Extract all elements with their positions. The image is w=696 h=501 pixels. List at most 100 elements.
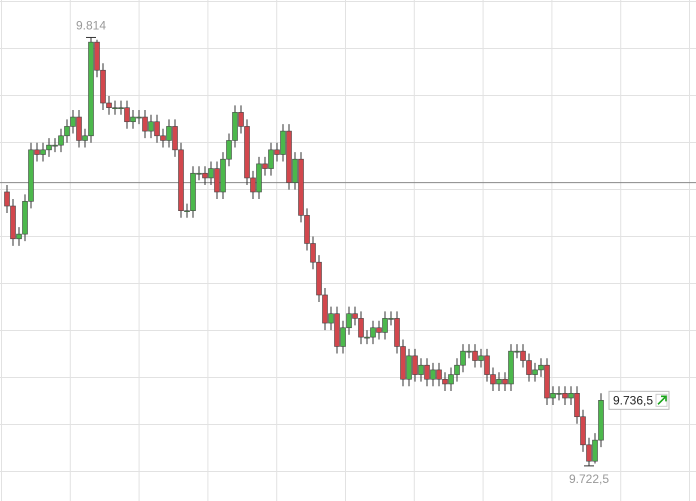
candle-body (586, 444, 592, 462)
candle-body (592, 439, 598, 462)
candle-body (268, 149, 274, 169)
candle-body (328, 313, 334, 324)
candle-body (76, 116, 82, 141)
candle-body (484, 355, 490, 375)
candle-body (454, 364, 460, 375)
candle-body (382, 318, 388, 333)
candle-body (406, 355, 412, 380)
low-label: 9.722,5 (569, 472, 609, 486)
candle-body (496, 378, 502, 385)
last-price-box (608, 390, 670, 410)
candle-body (196, 172, 202, 175)
candle-body (418, 364, 424, 375)
candle-body (286, 130, 292, 183)
candle-body (220, 158, 226, 193)
candle-body (100, 69, 106, 104)
trend-arrow (657, 395, 667, 405)
candle-body (310, 243, 316, 263)
candle-body (88, 41, 94, 137)
candle-body (232, 112, 238, 141)
candle-body (502, 378, 508, 385)
candle-body (370, 327, 376, 338)
candle-body (526, 360, 532, 375)
candle-body (304, 215, 310, 244)
candle-body (538, 364, 544, 371)
candle-body (352, 313, 358, 319)
candle-body (322, 294, 328, 324)
candle-body (166, 126, 172, 141)
candle-body (124, 107, 130, 123)
candle-body (550, 393, 556, 399)
last-price-label: 9.736,5 (613, 394, 653, 408)
candle-body (142, 116, 148, 132)
candle-body (388, 318, 394, 320)
candle-body (64, 126, 70, 137)
candle-body (544, 364, 550, 399)
candle-body (94, 41, 100, 71)
candle-body (442, 378, 448, 385)
candle-body (28, 149, 34, 202)
candle-body (562, 393, 568, 399)
candle-body (256, 163, 262, 193)
candle-body (316, 261, 322, 296)
candle-body (22, 201, 28, 235)
candle-body (4, 191, 10, 207)
candle-body (244, 126, 250, 179)
candle-body (598, 400, 604, 441)
candle-body (580, 416, 586, 446)
candle-body (262, 163, 268, 169)
candle-body (532, 369, 538, 375)
candle-body (46, 144, 52, 151)
candle-body (394, 318, 400, 347)
candle-body (130, 116, 136, 123)
candle-body (424, 364, 430, 380)
candle-body (436, 369, 442, 380)
high-label: 9.814 (76, 19, 106, 33)
candle-body (574, 393, 580, 418)
candle-body (460, 350, 466, 366)
candle-body (340, 327, 346, 347)
candle-body (40, 149, 46, 155)
candle-body (346, 313, 352, 329)
candle-body (556, 393, 562, 395)
candle-body (250, 177, 256, 193)
candle-body (466, 350, 472, 353)
candle-body (16, 233, 22, 240)
candle-body (202, 172, 208, 179)
candle-body (448, 374, 454, 385)
candle-body (118, 107, 124, 109)
candle-body (178, 149, 184, 212)
candle-body (238, 112, 244, 127)
candle-body (214, 168, 220, 193)
candle-body (106, 102, 112, 108)
candle-body (490, 374, 496, 385)
candle-body (58, 135, 64, 146)
candle-body (172, 126, 178, 151)
candle-body (508, 350, 514, 385)
candle-body (112, 107, 118, 109)
candle-body (298, 158, 304, 216)
candle-body (514, 350, 520, 353)
candle-body (148, 121, 154, 132)
candle-body (364, 336, 370, 339)
candle-body (334, 313, 340, 347)
candle-body (376, 327, 382, 333)
candle-body (280, 130, 286, 155)
candle-body (478, 355, 484, 361)
candle-body (412, 355, 418, 375)
candle-body (400, 346, 406, 380)
candle-body (568, 393, 574, 399)
candle-body (34, 149, 40, 155)
candle-body (82, 135, 88, 141)
candle-body (154, 121, 160, 137)
candle-body (430, 369, 436, 380)
candle-body (190, 172, 196, 212)
candle-body (136, 116, 142, 119)
candle-body (274, 149, 280, 155)
candle-body (292, 158, 298, 183)
candle-body (184, 210, 190, 213)
candle-body (208, 168, 214, 179)
candle-body (160, 135, 166, 141)
candle-body (70, 116, 76, 127)
